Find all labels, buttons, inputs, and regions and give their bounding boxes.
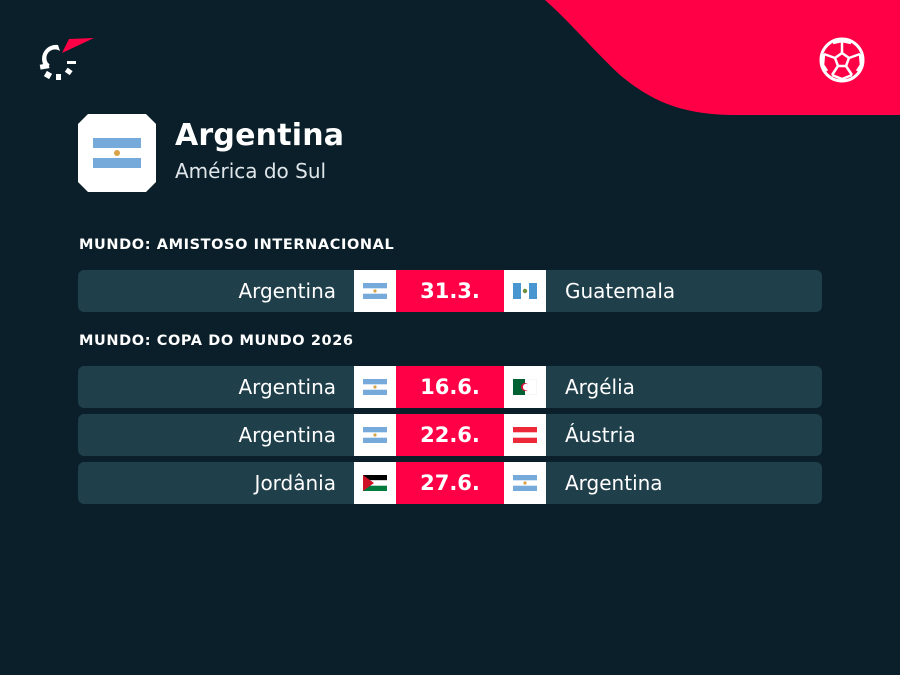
away-team: Argentina (565, 471, 663, 495)
section-title-world-cup: MUNDO: COPA DO MUNDO 2026 (79, 333, 354, 349)
match-row[interactable]: Argentina 31.3. Guatemala (78, 270, 822, 312)
argentina-flag-icon (363, 283, 387, 299)
team-flag-card (78, 114, 156, 192)
match-row[interactable]: Argentina 16.6. Argélia (78, 366, 822, 408)
home-team: Argentina (238, 279, 336, 303)
match-date: 31.3. (396, 270, 504, 312)
header-accent-shape (545, 0, 900, 115)
team-region: América do Sul (175, 159, 327, 183)
home-team: Argentina (238, 375, 336, 399)
home-team: Jordânia (254, 471, 336, 495)
match-date: 27.6. (396, 462, 504, 504)
match-date: 22.6. (396, 414, 504, 456)
jordan-flag-icon (363, 475, 387, 491)
home-team: Argentina (238, 423, 336, 447)
guatemala-flag-icon (513, 283, 537, 299)
argentina-flag-icon (93, 138, 141, 168)
away-team: Áustria (565, 423, 636, 447)
austria-flag-icon (513, 427, 537, 443)
away-team: Guatemala (565, 279, 676, 303)
team-name: Argentina (175, 118, 345, 153)
algeria-flag-icon (513, 379, 537, 395)
section-title-friendly: MUNDO: AMISTOSO INTERNACIONAL (79, 237, 395, 253)
argentina-flag-icon (513, 475, 537, 491)
soccer-ball-icon (819, 37, 865, 83)
argentina-flag-icon (363, 379, 387, 395)
flashscore-logo-icon (39, 38, 94, 80)
argentina-flag-icon (363, 427, 387, 443)
match-row[interactable]: Argentina 22.6. Áustria (78, 414, 822, 456)
away-team: Argélia (565, 375, 635, 399)
match-row[interactable]: Jordânia 27.6. Argentina (78, 462, 822, 504)
match-date: 16.6. (396, 366, 504, 408)
